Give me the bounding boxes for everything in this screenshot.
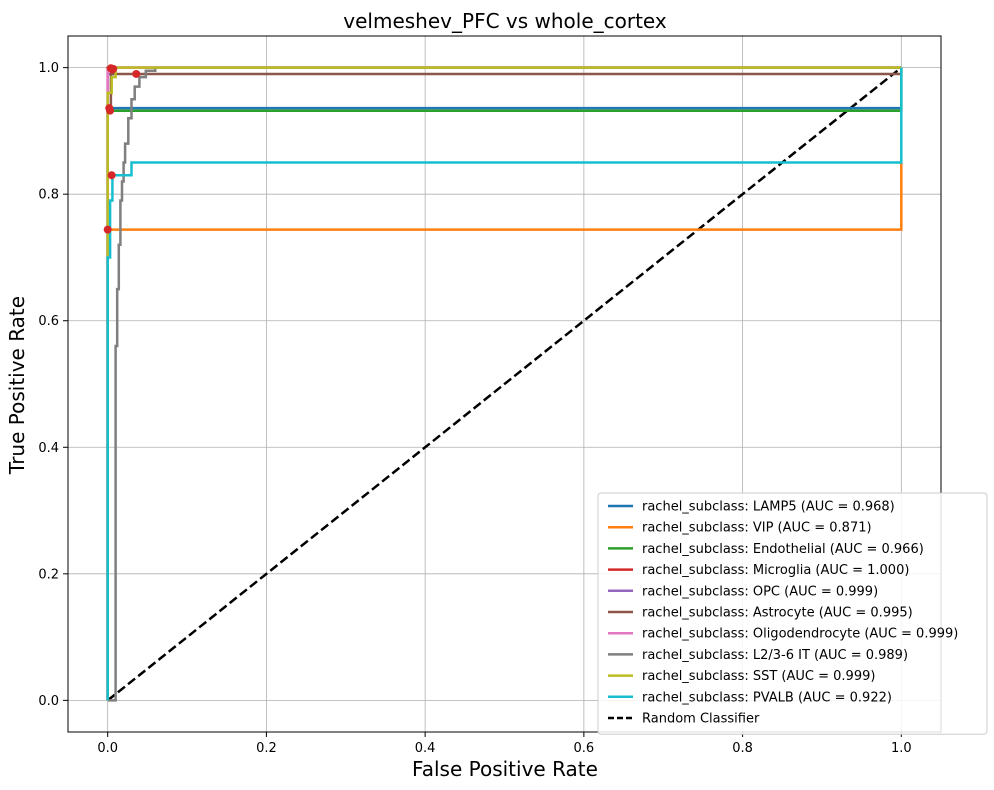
optimal-threshold-marker (109, 64, 118, 73)
roc-curve-series-8 (107, 66, 902, 702)
random-classifier-line (106, 66, 903, 702)
y-tick-label: 0.4 (38, 441, 59, 456)
y-tick-label: 0.8 (38, 188, 59, 203)
legend-label: rachel_subclass: LAMP5 (AUC = 0.968) (642, 500, 895, 515)
threshold-markers (103, 64, 141, 234)
legend-label: Random Classifier (642, 712, 760, 727)
x-axis-label: False Positive Rate (412, 757, 598, 781)
optimal-threshold-marker (106, 106, 115, 115)
legend-label: rachel_subclass: VIP (AUC = 0.871) (642, 521, 872, 536)
x-tick-label: 0.8 (732, 741, 753, 756)
x-tick-label: 0.2 (256, 741, 277, 756)
legend-label: rachel_subclass: Microglia (AUC = 1.000) (642, 563, 909, 578)
legend-label: rachel_subclass: OPC (AUC = 0.999) (642, 584, 878, 599)
chart-title: velmeshev_PFC vs whole_cortex (343, 9, 667, 33)
legend-label: rachel_subclass: Endothelial (AUC = 0.96… (642, 542, 924, 557)
y-axis-label: True Positive Rate (5, 296, 29, 475)
x-tick-label: 0.4 (415, 741, 436, 756)
grid (68, 36, 941, 732)
plot-frame (67, 35, 942, 733)
x-tick-label: 0.0 (97, 741, 118, 756)
optimal-threshold-marker (107, 171, 116, 180)
optimal-threshold-marker (132, 69, 141, 78)
x-tick-label: 0.6 (574, 741, 595, 756)
legend-label: rachel_subclass: L2/3-6 IT (AUC = 0.989) (642, 648, 908, 663)
y-tick-label: 1.0 (38, 61, 59, 76)
optimal-threshold-marker (103, 225, 112, 234)
roc-curve-series-10 (106, 67, 903, 701)
axes: 0.0 0.2 0.4 0.6 0.8 1.0 0.0 0.2 0.4 0.6 0.8 1.0 (38, 61, 911, 756)
y-tick-label: 0.2 (38, 567, 59, 582)
legend-label: rachel_subclass: SST (AUC = 0.999) (642, 669, 875, 684)
legend-label: rachel_subclass: Astrocyte (AUC = 0.995) (642, 606, 913, 621)
reference-line-layer (106, 66, 903, 702)
legend-label: rachel_subclass: PVALB (AUC = 0.922) (642, 690, 892, 705)
legend-label: rachel_subclass: Oligodendrocyte (AUC = … (642, 627, 958, 642)
y-tick-label: 0.6 (38, 314, 59, 329)
y-tick-label: 0.0 (38, 694, 59, 709)
legend-box (597, 492, 988, 735)
x-tick-label: 1.0 (891, 741, 912, 756)
legend: rachel_subclass: LAMP5 (AUC = 0.968) rach… (597, 492, 988, 735)
